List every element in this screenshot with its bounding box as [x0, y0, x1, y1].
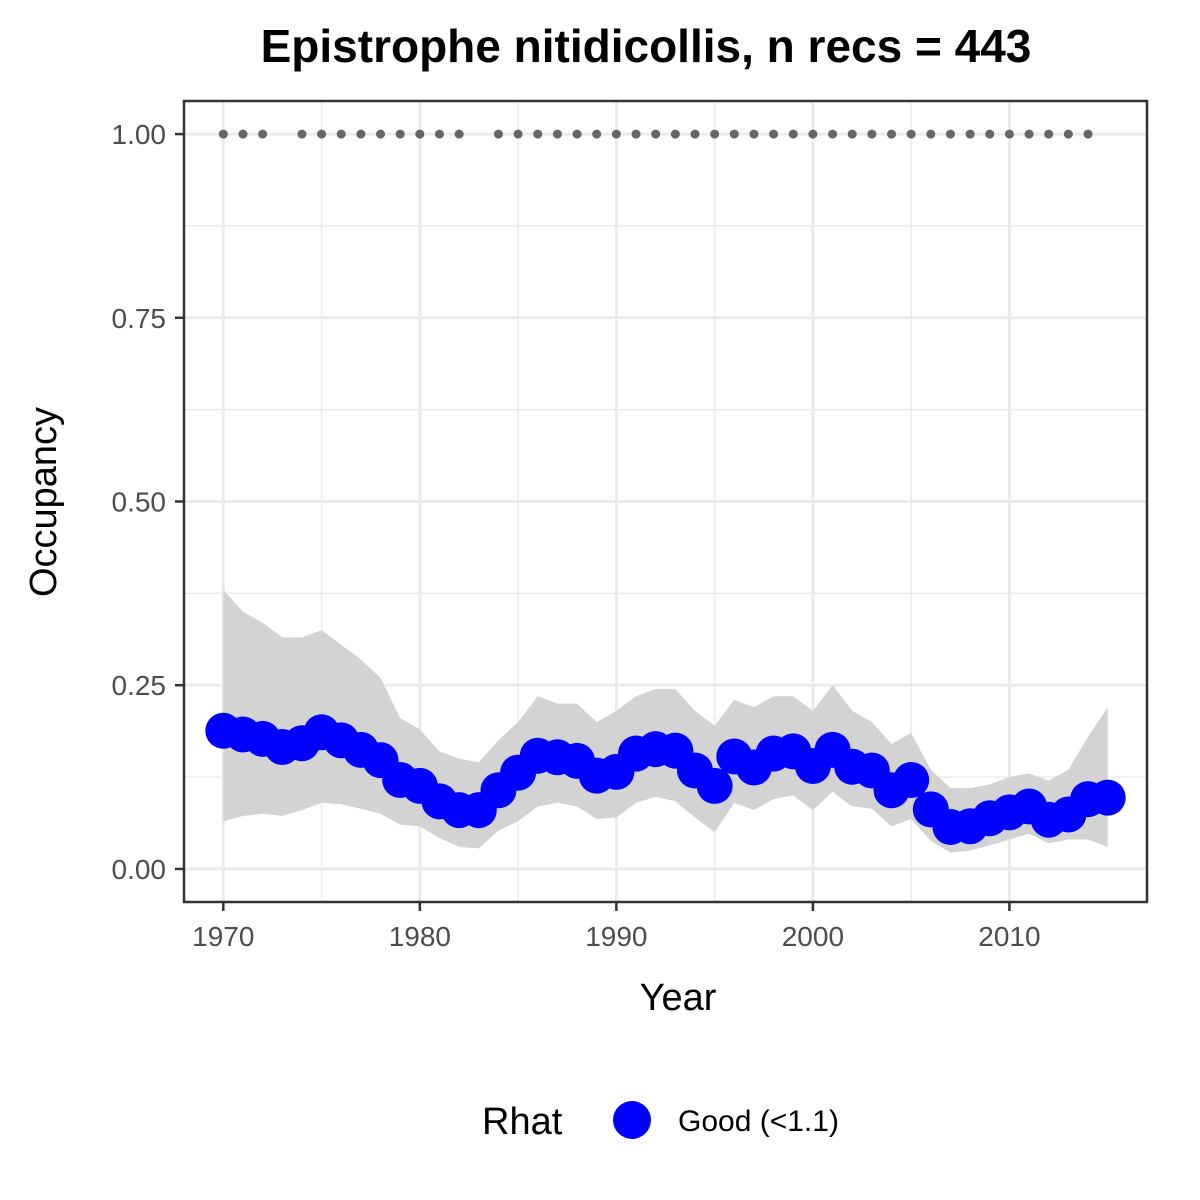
record-point — [965, 129, 975, 139]
record-point — [415, 129, 425, 139]
record-point — [926, 129, 936, 139]
x-tick-label: 1980 — [389, 921, 451, 952]
y-tick-label: 0.75 — [112, 303, 167, 334]
occupancy-point — [696, 767, 733, 804]
record-point — [258, 129, 268, 139]
record-point — [1063, 129, 1073, 139]
record-point — [749, 129, 759, 139]
record-point — [218, 129, 228, 139]
y-tick-label: 0.25 — [112, 670, 167, 701]
record-point — [847, 129, 857, 139]
record-point — [513, 129, 523, 139]
record-point — [395, 129, 405, 139]
record-point — [493, 129, 503, 139]
record-point — [867, 129, 877, 139]
record-point — [297, 129, 307, 139]
record-point — [690, 129, 700, 139]
record-point — [828, 129, 838, 139]
record-point — [572, 129, 582, 139]
x-tick-label: 2010 — [978, 921, 1040, 952]
y-tick-label: 0.50 — [112, 487, 167, 518]
record-point — [336, 129, 346, 139]
occupancy-point — [893, 762, 930, 799]
record-point — [1004, 129, 1014, 139]
y-tick-label: 1.00 — [112, 119, 167, 150]
record-point — [376, 129, 386, 139]
record-point — [808, 129, 818, 139]
record-point — [769, 129, 779, 139]
x-axis-title: Year — [640, 977, 717, 1019]
record-point — [434, 129, 444, 139]
record-point — [985, 129, 995, 139]
record-point — [906, 129, 916, 139]
record-point — [729, 129, 739, 139]
record-point — [945, 129, 955, 139]
x-tick-label: 1990 — [585, 921, 647, 952]
y-axis: 0.00 0.25 0.50 0.75 1.00 — [112, 119, 184, 885]
legend-key-good — [613, 1101, 651, 1139]
record-point — [592, 129, 602, 139]
record-point — [1044, 129, 1054, 139]
record-point — [1024, 129, 1034, 139]
legend: Rhat Good (<1.1) — [482, 1101, 839, 1143]
chart-title: Epistrophe nitidicollis, n recs = 443 — [261, 20, 1032, 72]
x-tick-label: 1970 — [192, 921, 254, 952]
x-tick-label: 2000 — [782, 921, 844, 952]
plot-panel — [182, 99, 1149, 904]
record-point — [317, 129, 327, 139]
record-point — [887, 129, 897, 139]
record-point — [631, 129, 641, 139]
y-tick-label: 0.00 — [112, 854, 167, 885]
record-point — [788, 129, 798, 139]
record-point — [611, 129, 621, 139]
record-point — [356, 129, 366, 139]
legend-label-good: Good (<1.1) — [678, 1105, 839, 1138]
record-point — [1083, 129, 1093, 139]
record-point — [670, 129, 680, 139]
record-point — [651, 129, 661, 139]
record-point — [238, 129, 248, 139]
y-axis-title: Occupancy — [23, 407, 65, 597]
legend-title: Rhat — [482, 1101, 563, 1143]
occupancy-point — [1089, 779, 1126, 816]
record-point — [552, 129, 562, 139]
record-point — [454, 129, 464, 139]
x-axis: 1970 1980 1990 2000 2010 — [192, 902, 1041, 952]
record-point — [710, 129, 720, 139]
record-point — [533, 129, 543, 139]
